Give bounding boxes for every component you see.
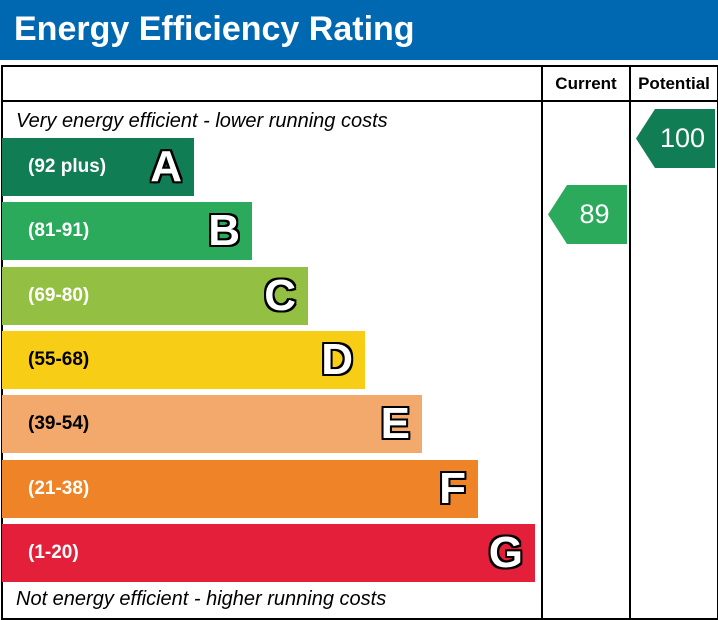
band-range-label: (92 plus): [28, 156, 107, 177]
chart-title: Energy Efficiency Rating: [14, 10, 415, 48]
current-rating-marker-value: 89: [579, 199, 610, 229]
band-letter: D: [321, 335, 353, 384]
band-g: (1-20) G: [2, 524, 535, 582]
band-letter: F: [439, 464, 466, 513]
band-b: (81-91) B: [2, 202, 252, 260]
current-column-header: Current: [555, 74, 617, 93]
header-row-divider: [1, 100, 718, 102]
band-a: (92 plus) A: [2, 138, 194, 196]
band-range-label: (55-68): [28, 349, 90, 370]
bottom-note: Not energy efficient - higher running co…: [16, 588, 387, 610]
band-range-label: (1-20): [28, 542, 79, 563]
band-range-label: (39-54): [28, 413, 90, 434]
current-rating-marker-shape: [547, 185, 627, 244]
band-range-label: (81-91): [28, 220, 90, 241]
band-d: (55-68) D: [2, 331, 365, 389]
current-rating-marker-arrow: [547, 185, 627, 244]
potential-rating-marker: 100: [635, 109, 715, 168]
band-letter: G: [488, 528, 523, 577]
potential-column-divider: [629, 65, 631, 620]
band-f: (21-38) F: [2, 460, 478, 518]
current-rating-marker: 89: [547, 185, 627, 244]
band-letter: E: [380, 399, 410, 448]
potential-column-header: Potential: [638, 74, 710, 93]
band-e: (39-54) E: [2, 395, 422, 453]
current-column-divider: [541, 65, 543, 620]
potential-rating-marker-arrow: [635, 109, 715, 168]
band-range-label: (69-80): [28, 285, 90, 306]
potential-rating-marker-value: 100: [659, 123, 706, 153]
band-letter: A: [150, 142, 182, 191]
band-range-label: (21-38): [28, 478, 90, 499]
top-note: Very energy efficient - lower running co…: [16, 110, 388, 132]
band-letter: C: [264, 271, 296, 320]
header-bar: Energy Efficiency Rating: [0, 0, 718, 60]
potential-rating-marker-shape: [635, 109, 715, 168]
band-letter: B: [208, 206, 240, 255]
band-c: (69-80) C: [2, 267, 308, 325]
